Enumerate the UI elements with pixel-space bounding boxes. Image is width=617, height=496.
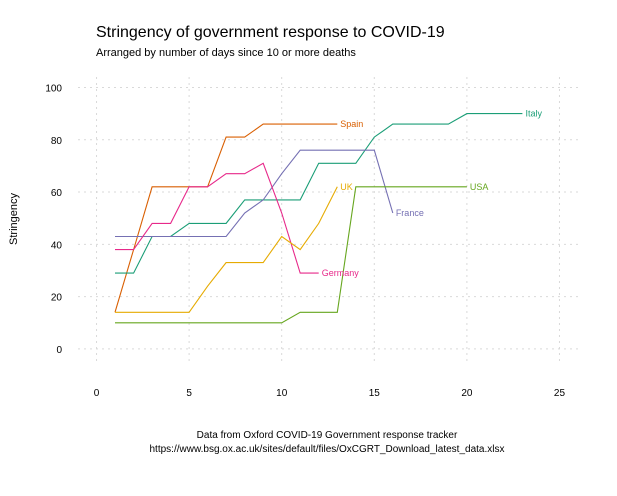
x-tick-label: 10 [276, 388, 288, 399]
series-label-italy: Italy [525, 109, 542, 119]
series-labels: Spain Italy France Germany UK USA [322, 109, 543, 278]
x-tick-label: 20 [461, 388, 473, 399]
series-line-spain [114, 123, 338, 313]
series-label-france: France [396, 208, 424, 218]
x-tick-label: 15 [369, 388, 381, 399]
chart-subtitle: Arranged by number of days since 10 or m… [96, 47, 356, 59]
series-lines [114, 113, 523, 324]
series-line-germany [115, 162, 319, 274]
y-axis-label: Stringency [8, 193, 20, 245]
x-tick-label: 5 [186, 388, 192, 399]
x-tick-label: 25 [554, 388, 566, 399]
series-line-uk [115, 186, 338, 313]
y-tick-label: 60 [51, 188, 63, 199]
caption-line-1: Data from Oxford COVID-19 Government res… [197, 430, 458, 441]
y-tick-label: 0 [56, 345, 62, 356]
series-label-usa: USA [470, 182, 489, 192]
y-tick-label: 100 [45, 83, 62, 94]
y-tick-label: 20 [51, 293, 63, 304]
y-tick-label: 40 [51, 240, 63, 251]
x-tick-label: 0 [94, 388, 100, 399]
series-label-spain: Spain [340, 119, 363, 129]
chart-title: Stringency of government response to COV… [96, 24, 445, 41]
y-axis-ticks: 0 20 40 60 80 100 [45, 83, 62, 355]
series-line-france [115, 149, 394, 238]
y-tick-label: 80 [51, 136, 63, 147]
gridlines [78, 77, 578, 362]
caption-line-2: https://www.bsg.ox.ac.uk/sites/default/f… [150, 444, 505, 455]
series-line-italy [115, 113, 523, 274]
x-axis-ticks: 0 5 10 15 20 25 [94, 388, 566, 399]
series-label-uk: UK [340, 182, 353, 192]
series-label-germany: Germany [322, 268, 360, 278]
series-line-usa [115, 186, 467, 324]
